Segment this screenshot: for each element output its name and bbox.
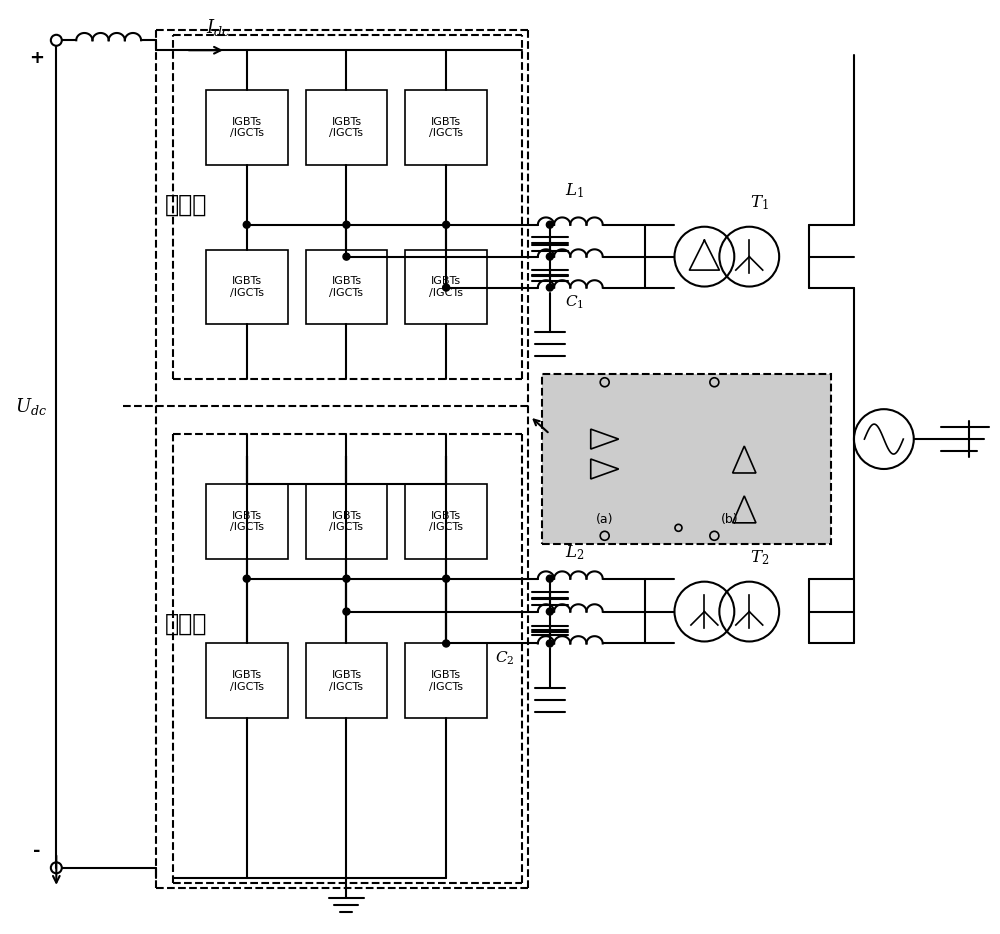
Circle shape	[443, 284, 450, 291]
Text: IGBTs
/IGCTs: IGBTs /IGCTs	[230, 276, 264, 298]
Text: -: -	[33, 842, 40, 860]
Text: $L_2$: $L_2$	[565, 543, 584, 561]
Text: $U_{dc}$: $U_{dc}$	[15, 396, 47, 417]
Circle shape	[546, 284, 553, 291]
Circle shape	[546, 608, 553, 616]
Circle shape	[546, 253, 553, 260]
Text: IGBTs
/IGCTs: IGBTs /IGCTs	[429, 511, 463, 532]
Bar	[306, 644, 387, 718]
Circle shape	[343, 253, 350, 260]
Text: $T_2$: $T_2$	[750, 548, 769, 567]
Circle shape	[546, 640, 553, 647]
Bar	[206, 644, 288, 718]
Bar	[306, 249, 387, 324]
Bar	[206, 484, 288, 559]
Bar	[306, 484, 387, 559]
Circle shape	[243, 221, 250, 228]
Bar	[306, 90, 387, 165]
Circle shape	[343, 608, 350, 616]
Text: $I_{dc}$: $I_{dc}$	[206, 17, 230, 38]
Text: IGBTs
/IGCTs: IGBTs /IGCTs	[329, 670, 363, 692]
Circle shape	[243, 575, 250, 582]
Bar	[405, 249, 487, 324]
Circle shape	[546, 221, 553, 228]
Text: IGBTs
/IGCTs: IGBTs /IGCTs	[429, 670, 463, 692]
Text: $C_2$: $C_2$	[495, 650, 514, 667]
Text: IGBTs
/IGCTs: IGBTs /IGCTs	[329, 117, 363, 138]
Text: 高阀组: 高阀组	[165, 192, 207, 217]
Text: $T_1$: $T_1$	[750, 193, 769, 212]
Circle shape	[443, 221, 450, 228]
Bar	[206, 249, 288, 324]
Text: IGBTs
/IGCTs: IGBTs /IGCTs	[329, 511, 363, 532]
Text: IGBTs
/IGCTs: IGBTs /IGCTs	[230, 511, 264, 532]
Text: +: +	[29, 50, 44, 67]
Bar	[405, 484, 487, 559]
Text: IGBTs
/IGCTs: IGBTs /IGCTs	[429, 276, 463, 298]
Text: IGBTs
/IGCTs: IGBTs /IGCTs	[429, 117, 463, 138]
Circle shape	[443, 640, 450, 647]
Text: (a): (a)	[596, 513, 613, 526]
Circle shape	[443, 575, 450, 582]
Bar	[405, 90, 487, 165]
Bar	[206, 90, 288, 165]
Text: IGBTs
/IGCTs: IGBTs /IGCTs	[329, 276, 363, 298]
Bar	[405, 644, 487, 718]
Text: $C_1$: $C_1$	[565, 294, 584, 311]
Bar	[542, 375, 831, 544]
Circle shape	[343, 221, 350, 228]
Text: IGBTs
/IGCTs: IGBTs /IGCTs	[230, 670, 264, 692]
Text: IGBTs
/IGCTs: IGBTs /IGCTs	[230, 117, 264, 138]
Text: 低阀组: 低阀组	[165, 612, 207, 635]
Circle shape	[546, 575, 553, 582]
Text: $L_1$: $L_1$	[565, 181, 584, 200]
Text: (b): (b)	[721, 513, 738, 526]
Circle shape	[343, 575, 350, 582]
